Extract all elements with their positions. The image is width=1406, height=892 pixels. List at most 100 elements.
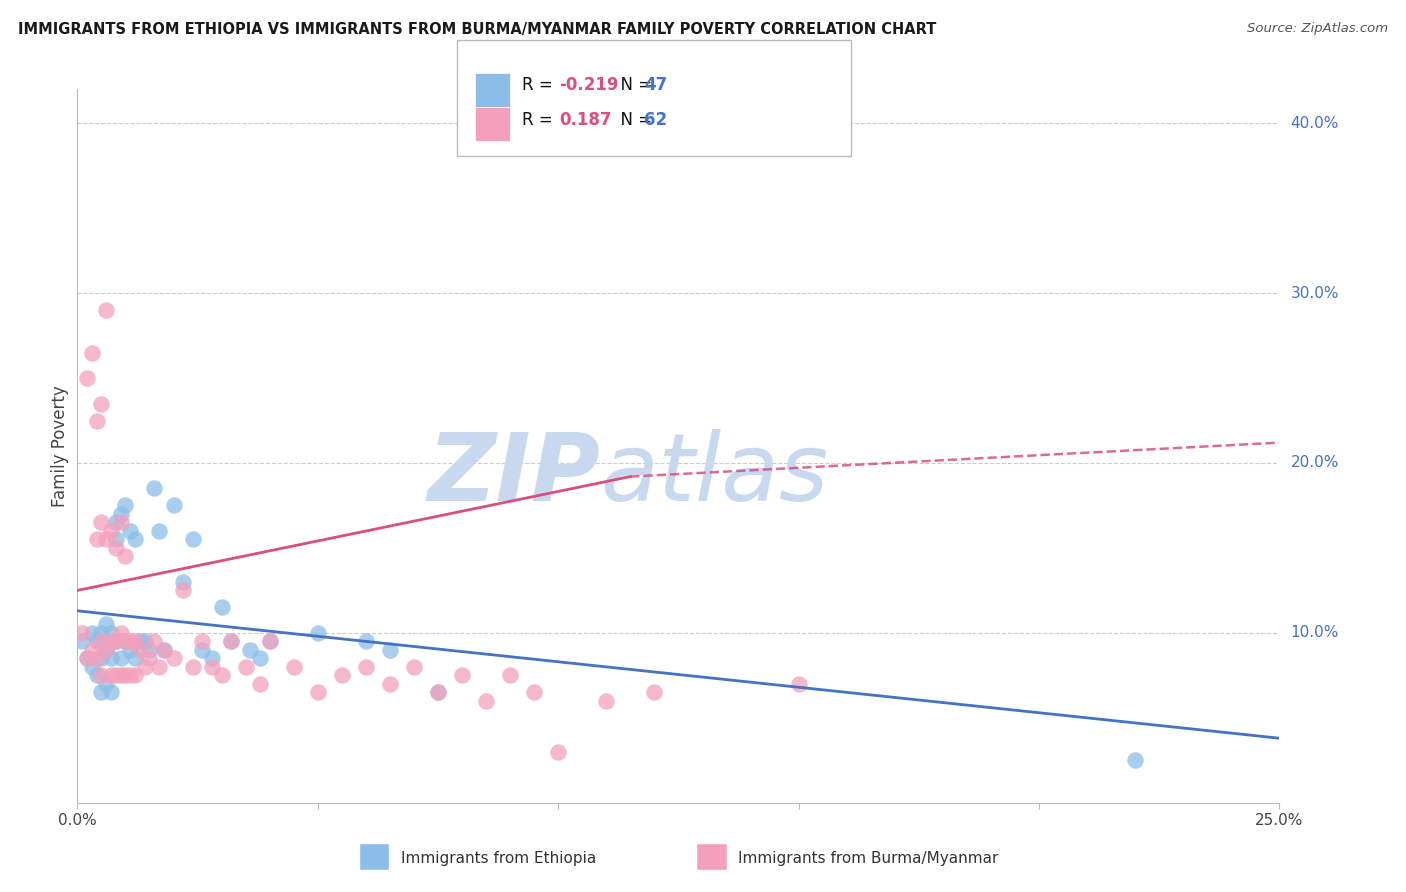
Point [191,634,214,648]
Point [104,516,127,530]
Point [787,677,810,691]
Point [128,634,150,648]
Point [219,634,242,648]
Point [110,507,132,521]
Point [181,660,204,674]
Point [211,668,233,682]
Point [172,583,194,598]
Point [96,677,118,691]
Point [330,668,353,682]
Point [239,643,262,657]
Point [138,651,160,665]
Point [90,634,112,648]
Point [104,634,127,648]
Text: ZIP: ZIP [427,428,600,521]
Point [134,634,156,648]
Point [104,634,127,648]
Point [120,643,142,657]
Point [451,668,474,682]
Point [153,643,176,657]
Point [354,634,377,648]
Point [86,634,108,648]
Point [86,533,108,547]
Y-axis label: Family Poverty: Family Poverty [51,385,69,507]
Point [402,660,425,674]
Point [120,634,142,648]
Point [76,651,98,665]
Text: 20.0%: 20.0% [1291,456,1339,470]
Point [181,533,204,547]
Point [201,651,224,665]
Point [475,694,498,708]
Point [378,677,401,691]
Point [110,626,132,640]
Point [124,668,146,682]
Point [80,660,103,674]
Point [96,303,118,318]
Point [100,626,122,640]
Point [148,660,170,674]
Point [595,694,617,708]
Point [96,643,118,657]
Point [104,533,127,547]
Point [80,643,103,657]
Point [162,651,184,665]
Point [110,516,132,530]
Point [201,660,224,674]
Point [100,651,122,665]
Point [191,643,214,657]
Point [76,371,98,385]
Point [90,626,112,640]
Point [499,668,522,682]
Point [427,685,450,699]
Point [307,685,329,699]
Point [1123,753,1146,767]
Point [80,345,103,359]
Point [249,677,271,691]
Point [259,634,281,648]
Point [90,396,112,410]
Point [643,685,665,699]
Point [70,626,93,640]
Point [219,634,242,648]
Point [86,651,108,665]
Point [86,413,108,427]
Point [100,524,122,538]
Point [283,660,305,674]
Point [138,643,160,657]
Point [114,549,136,564]
Text: R =: R = [522,76,558,94]
Point [100,668,122,682]
Point [80,626,103,640]
Point [100,685,122,699]
Point [134,660,156,674]
Point [124,634,146,648]
Text: 10.0%: 10.0% [1291,625,1339,640]
Text: R =: R = [522,111,562,128]
Point [378,643,401,657]
Point [96,643,118,657]
Point [114,634,136,648]
Point [249,651,271,665]
Point [307,626,329,640]
Point [96,617,118,632]
Point [104,668,127,682]
Point [523,685,546,699]
Point [259,634,281,648]
Text: -0.219: -0.219 [560,76,619,94]
Point [153,643,176,657]
Text: 62: 62 [644,111,666,128]
Point [114,499,136,513]
Point [120,668,142,682]
Point [143,634,166,648]
Point [120,524,142,538]
Text: 30.0%: 30.0% [1291,285,1339,301]
Point [90,668,112,682]
Point [96,533,118,547]
Point [172,574,194,589]
Point [235,660,257,674]
Point [143,482,166,496]
Point [162,499,184,513]
Text: 47: 47 [644,76,668,94]
Point [114,668,136,682]
